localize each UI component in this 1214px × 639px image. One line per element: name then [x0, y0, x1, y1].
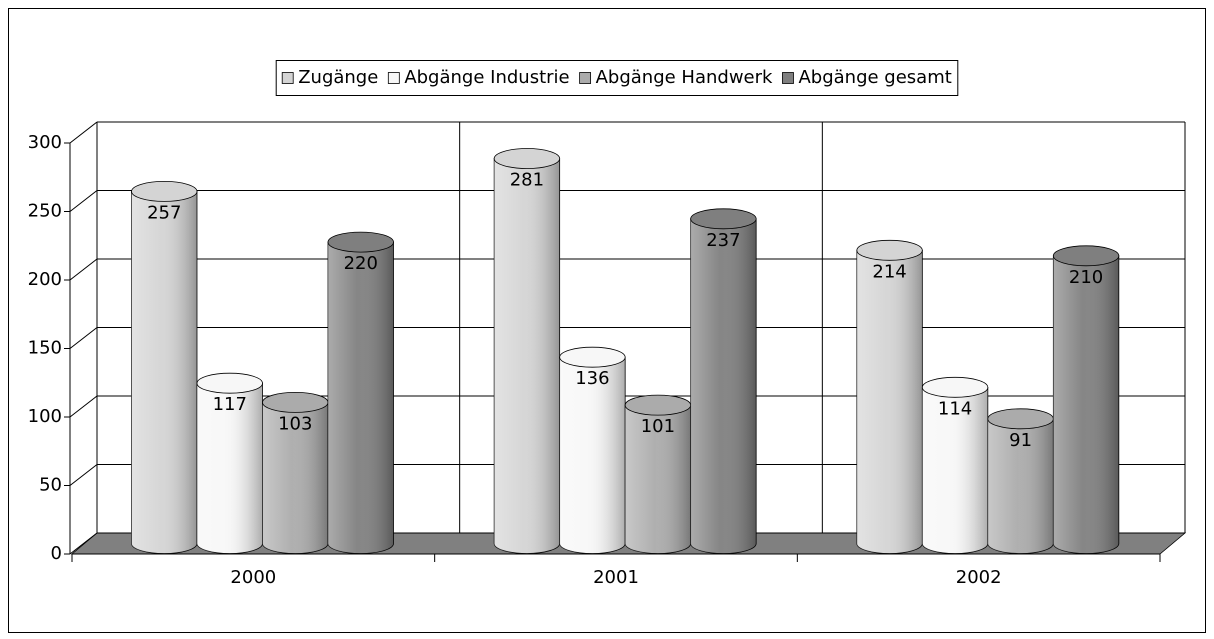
cylinder-shade	[559, 357, 626, 554]
x-tick-label: 2000	[230, 567, 276, 588]
cylinder-top	[1052, 245, 1120, 267]
chart-border	[8, 8, 1206, 633]
cylinder	[493, 148, 561, 554]
cylinder-shade	[856, 250, 923, 554]
cylinder-top	[559, 346, 626, 368]
grid-line	[69, 464, 98, 486]
cylinder-shade	[625, 405, 691, 554]
data-label: 257	[147, 202, 181, 223]
x-tick-label: 2002	[956, 567, 1002, 588]
cylinder	[690, 208, 757, 554]
cylinder	[559, 346, 626, 554]
grid-line	[69, 327, 98, 349]
cylinder-top	[690, 208, 757, 230]
cylinder-top	[493, 148, 561, 169]
y-tick-label: 50	[39, 475, 62, 496]
cylinder	[856, 239, 923, 554]
cylinder-shade	[922, 387, 988, 554]
legend-swatch	[782, 72, 794, 84]
cylinder	[327, 231, 394, 554]
cylinder	[921, 376, 989, 554]
data-label: 91	[1009, 430, 1032, 451]
data-label: 237	[706, 230, 740, 251]
cylinder	[196, 372, 263, 554]
data-label: 114	[938, 398, 972, 419]
cylinder-top	[921, 376, 989, 398]
y-tick-label: 200	[28, 269, 62, 290]
data-label: 117	[213, 394, 247, 415]
cylinder	[1052, 245, 1120, 554]
cylinder	[987, 408, 1054, 554]
legend-label: Zugänge	[298, 67, 378, 88]
cylinder	[262, 391, 329, 554]
cylinder-shade	[197, 383, 263, 554]
cylinder	[131, 181, 198, 554]
cylinder	[624, 394, 692, 554]
data-label: 210	[1069, 267, 1103, 288]
legend-swatch	[579, 72, 592, 84]
data-label: 281	[510, 170, 544, 191]
legend-label: Abgänge Industrie	[404, 67, 569, 88]
cylinder-top	[196, 372, 263, 394]
cylinder-top	[327, 231, 394, 253]
y-tick-label: 250	[28, 201, 62, 222]
cylinder-shade	[328, 242, 394, 554]
x-tick-label: 2001	[593, 567, 639, 588]
cylinder-shade	[494, 158, 560, 554]
data-label: 101	[641, 416, 675, 437]
grid-line	[69, 258, 98, 281]
cylinder-top	[131, 181, 198, 202]
cylinder-top	[262, 391, 329, 413]
legend-label: Abgänge gesamt	[798, 67, 951, 88]
data-label: 214	[872, 261, 906, 282]
cylinder-top	[856, 239, 923, 261]
data-label: 103	[278, 413, 312, 434]
cylinder-shade	[131, 191, 197, 554]
legend-swatch	[387, 72, 400, 84]
data-label: 136	[575, 368, 609, 389]
cylinder-top	[624, 394, 692, 416]
grid-line	[69, 395, 98, 418]
legend-label: Abgänge Handwerk	[596, 67, 773, 88]
cylinder-top	[987, 408, 1054, 430]
data-label: 220	[344, 253, 378, 274]
y-tick-label: 300	[28, 132, 62, 153]
y-tick-label: 0	[51, 543, 62, 564]
cylinder-shade	[987, 418, 1054, 554]
cylinder-shade	[1053, 255, 1119, 554]
y-tick-label: 150	[28, 338, 62, 359]
y-tick-label: 100	[28, 406, 62, 427]
grid-line	[69, 121, 98, 144]
cylinder-shade	[690, 218, 757, 554]
grid-line	[69, 532, 98, 555]
cylinder-shade	[262, 402, 328, 554]
legend-swatch	[281, 72, 294, 84]
grid-line	[69, 190, 98, 212]
